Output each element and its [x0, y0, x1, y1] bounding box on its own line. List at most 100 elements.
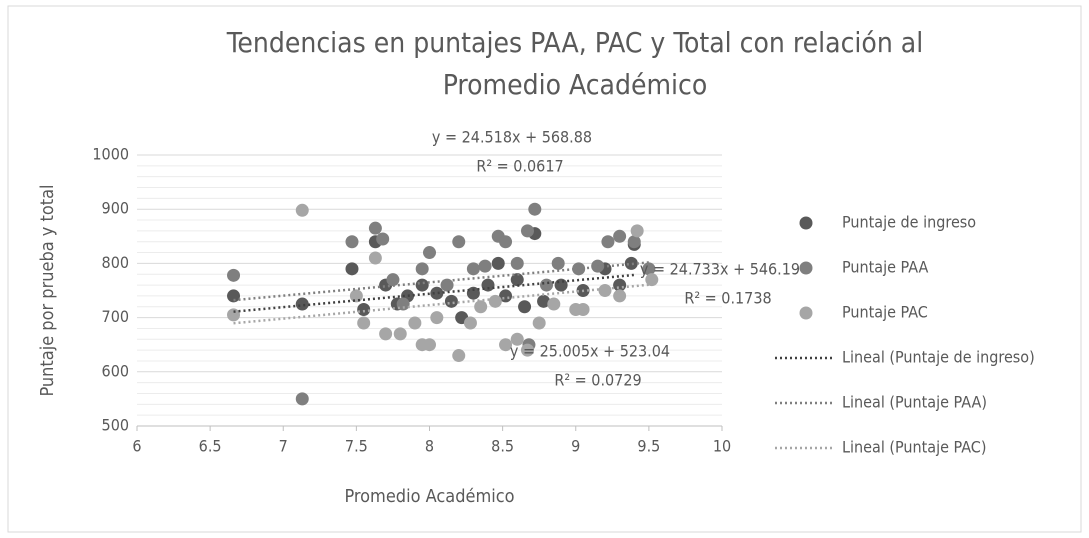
- y-tick-label: 500: [102, 416, 129, 435]
- trendline-equation: y = 24.518x + 568.88: [432, 128, 592, 147]
- trendline: [233, 273, 635, 313]
- y-axis-label: Puntaje por prueba y total: [37, 184, 58, 396]
- data-point: [499, 338, 513, 352]
- data-point: [415, 278, 429, 292]
- data-point: [295, 297, 309, 311]
- data-point: [379, 327, 393, 341]
- data-point: [357, 316, 371, 330]
- data-point: [624, 256, 638, 270]
- data-point: [488, 294, 502, 308]
- data-point: [499, 235, 513, 249]
- data-point: [396, 297, 410, 311]
- legend-marker: [799, 306, 813, 320]
- x-tick-label: 6.5: [199, 437, 222, 456]
- data-point: [601, 235, 615, 249]
- x-tick-label: 6: [132, 437, 141, 456]
- legend-marker: [799, 216, 813, 230]
- chart-title: Promedio Académico: [443, 68, 708, 101]
- data-point: [474, 300, 488, 314]
- legend-label: Lineal (Puntaje PAA): [842, 393, 987, 412]
- trendline: [233, 283, 652, 325]
- legend-label: Puntaje PAA: [842, 258, 928, 277]
- data-point: [520, 343, 534, 357]
- data-point: [227, 289, 241, 303]
- data-point: [368, 221, 382, 235]
- data-point: [510, 256, 524, 270]
- data-point: [537, 294, 551, 308]
- legend-marker: [799, 261, 813, 275]
- trendline-r2: R² = 0.1738: [684, 289, 771, 308]
- legend-label: Puntaje de ingreso: [842, 213, 976, 232]
- x-tick-label: 7: [279, 437, 288, 456]
- data-point: [613, 229, 627, 243]
- data-point: [386, 273, 400, 287]
- data-point: [466, 262, 480, 276]
- trendline-equation: y = 24.733x + 546.19: [640, 260, 800, 279]
- data-point: [295, 392, 309, 406]
- data-point: [645, 273, 659, 287]
- data-point: [466, 286, 480, 300]
- data-point: [491, 256, 505, 270]
- data-point: [520, 224, 534, 238]
- data-point: [368, 251, 382, 265]
- data-point: [518, 300, 532, 314]
- data-point: [630, 224, 644, 238]
- x-axis-label: Promedio Académico: [344, 486, 514, 507]
- data-point: [510, 332, 524, 346]
- data-point: [345, 235, 359, 249]
- data-point: [430, 286, 444, 300]
- data-point: [393, 327, 407, 341]
- x-tick-label: 7.5: [345, 437, 368, 456]
- data-point: [540, 278, 553, 292]
- data-point: [295, 203, 309, 217]
- data-point: [528, 202, 542, 216]
- y-tick-label: 600: [102, 361, 129, 380]
- data-point: [408, 316, 422, 330]
- data-point: [345, 262, 359, 276]
- data-point: [357, 302, 371, 316]
- data-point: [554, 278, 568, 292]
- data-point: [627, 235, 641, 249]
- data-point: [642, 262, 656, 276]
- trendline-r2: R² = 0.0729: [554, 371, 641, 390]
- data-point: [499, 289, 513, 303]
- data-point: [481, 278, 495, 292]
- data-point: [452, 349, 466, 363]
- data-point: [547, 297, 561, 311]
- data-point: [349, 289, 363, 303]
- x-tick-label: 9.5: [637, 437, 660, 456]
- y-tick-label: 800: [102, 253, 129, 272]
- data-point: [452, 235, 466, 249]
- legend-label: Lineal (Puntaje de ingreso): [842, 348, 1035, 367]
- data-point: [440, 278, 454, 292]
- chart-border: [7, 5, 1082, 533]
- data-point: [423, 338, 436, 352]
- data-point: [423, 246, 436, 260]
- data-point: [376, 232, 390, 246]
- data-point: [576, 302, 590, 316]
- data-point: [478, 259, 492, 273]
- y-tick-label: 700: [102, 307, 129, 326]
- y-tick-label: 900: [102, 199, 129, 218]
- legend-label: Puntaje PAC: [842, 303, 928, 322]
- legend-label: Lineal (Puntaje PAC): [842, 438, 986, 457]
- x-tick-label: 10: [713, 437, 731, 456]
- chart-title: Tendencias en puntajes PAA, PAC y Total …: [226, 26, 923, 59]
- trendline-equation: y = 25.005x + 523.04: [510, 342, 670, 361]
- data-point: [598, 284, 612, 297]
- x-tick-label: 8: [425, 437, 434, 456]
- data-point: [613, 289, 627, 303]
- x-tick-label: 9: [571, 437, 580, 456]
- data-point: [510, 273, 524, 287]
- data-point: [430, 311, 444, 325]
- data-point: [227, 308, 241, 322]
- data-point: [415, 262, 429, 276]
- data-point: [532, 316, 546, 330]
- data-point: [551, 256, 565, 270]
- data-point: [463, 316, 477, 330]
- data-point: [444, 294, 458, 308]
- trendline-r2: R² = 0.0617: [476, 157, 563, 176]
- x-tick-label: 8.5: [491, 437, 514, 456]
- data-point: [227, 268, 241, 282]
